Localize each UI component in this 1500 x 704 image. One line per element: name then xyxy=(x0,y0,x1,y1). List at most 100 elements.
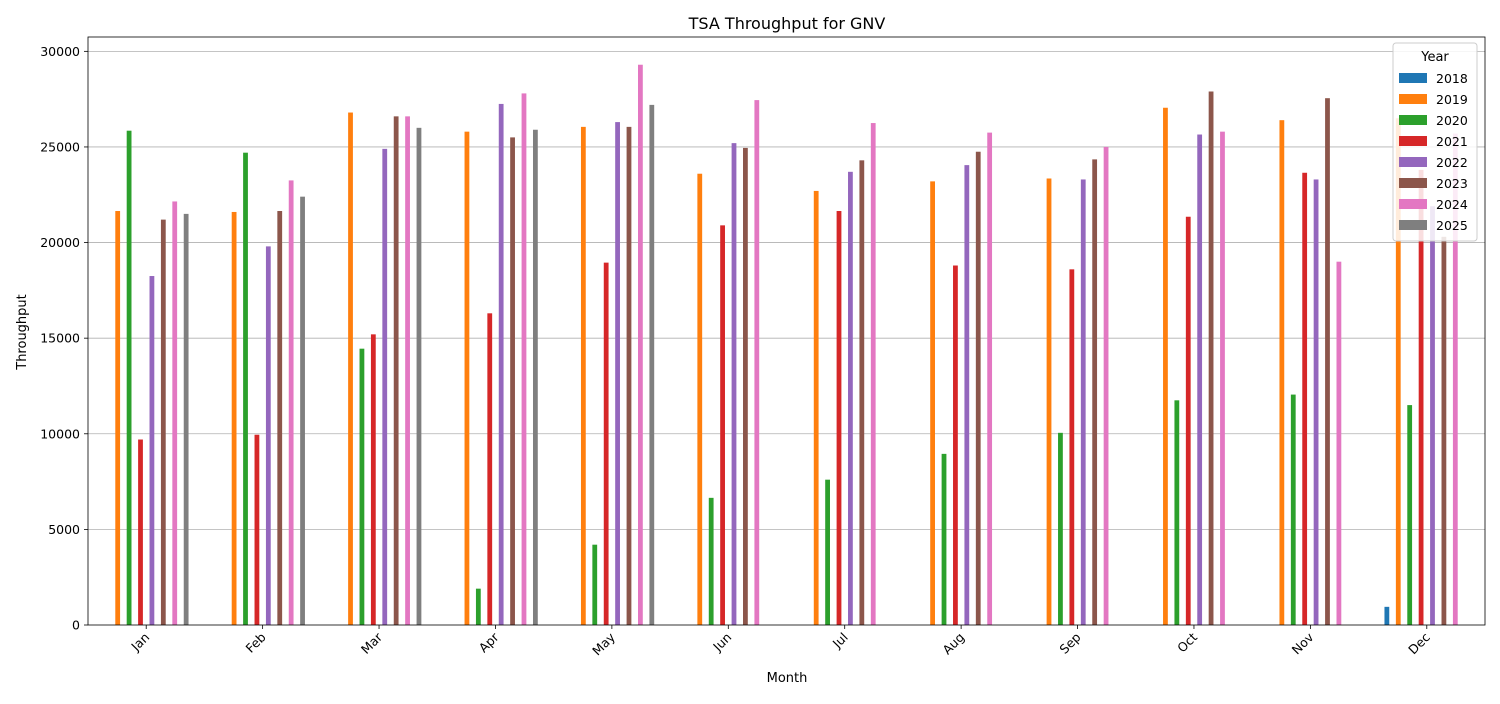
y-tick-label: 5000 xyxy=(48,522,80,537)
bar-2019-apr xyxy=(464,131,470,625)
bar-2024-jan xyxy=(172,201,178,625)
legend-title: Year xyxy=(1420,50,1449,65)
legend-item-2025[interactable]: 2025 xyxy=(1399,218,1468,233)
legend-item-2022[interactable]: 2022 xyxy=(1399,155,1468,170)
bar-2020-mar xyxy=(359,348,365,625)
bar-2024-oct xyxy=(1220,131,1225,625)
bar-2022-may xyxy=(615,122,620,625)
bar-2023-jun xyxy=(743,147,748,625)
bar-2020-jul xyxy=(825,479,830,625)
x-tick-label: Oct xyxy=(1174,629,1200,655)
bar-2020-aug xyxy=(941,453,947,625)
x-tick-label: Jun xyxy=(709,630,734,655)
legend-item-2024[interactable]: 2024 xyxy=(1399,197,1468,212)
bar-2022-sep xyxy=(1080,179,1086,625)
legend[interactable]: Year 2018 2019 2020 2021 2022 2023 2024 2025 xyxy=(1392,42,1478,242)
chart-title: TSA Throughput for GNV xyxy=(688,14,886,33)
x-tick-label: Aug xyxy=(939,630,967,658)
x-tick-label: May xyxy=(589,629,618,658)
bar-2024-jul xyxy=(870,123,876,626)
legend-item-2023[interactable]: 2023 xyxy=(1399,176,1468,191)
bar-2023-oct xyxy=(1208,91,1214,625)
legend-item-2021[interactable]: 2021 xyxy=(1399,134,1468,149)
bar-2024-sep xyxy=(1103,146,1109,625)
legend-label: 2023 xyxy=(1436,176,1468,191)
legend-item-2018[interactable]: 2018 xyxy=(1399,71,1468,86)
bar-2024-apr xyxy=(521,93,527,625)
bar-2023-apr xyxy=(510,137,515,625)
gridlines xyxy=(88,50,1485,530)
bar-2023-may xyxy=(626,126,632,625)
bar-2019-jul xyxy=(813,190,819,625)
bar-2018-dec xyxy=(1384,606,1390,625)
bar-2024-aug xyxy=(987,132,993,626)
x-tick-label: Nov xyxy=(1289,629,1317,657)
bar-2020-may xyxy=(592,544,598,625)
x-tick-label: Jul xyxy=(829,630,851,652)
legend-label: 2019 xyxy=(1436,92,1468,107)
legend-label: 2025 xyxy=(1436,218,1468,233)
bar-2021-jul xyxy=(836,211,842,625)
bar-2023-aug xyxy=(975,151,981,626)
bar-2023-dec xyxy=(1441,236,1447,625)
y-tick-label: 30000 xyxy=(40,44,80,59)
x-tick-label: Mar xyxy=(358,629,386,657)
bar-2023-sep xyxy=(1092,159,1098,625)
bar-2020-oct xyxy=(1174,400,1180,625)
bar-2021-feb xyxy=(254,434,260,625)
bar-2019-jun xyxy=(697,173,703,625)
bar-2020-nov xyxy=(1290,394,1296,625)
bar-2022-mar xyxy=(382,148,388,626)
bar-2020-jun xyxy=(708,497,714,625)
legend-swatch xyxy=(1399,94,1427,104)
bar-2023-jul xyxy=(859,160,865,625)
bar-2021-sep xyxy=(1069,269,1075,625)
bar-2021-jan xyxy=(138,439,143,625)
bar-2022-jul xyxy=(848,171,853,625)
x-tick-label: Sep xyxy=(1056,629,1083,656)
x-axis-label: Month xyxy=(767,671,808,686)
bar-2021-jun xyxy=(720,225,725,625)
y-axis-label: Throughput xyxy=(15,294,30,371)
bar-2022-oct xyxy=(1197,134,1203,625)
bar-2025-mar xyxy=(416,127,422,625)
x-tick-label: Apr xyxy=(476,629,503,656)
legend-item-2019[interactable]: 2019 xyxy=(1399,92,1468,107)
bar-2023-feb xyxy=(277,211,283,625)
bar-2019-mar xyxy=(348,112,353,625)
bar-2022-dec xyxy=(1430,206,1435,626)
bar-2024-dec xyxy=(1452,133,1458,625)
plot-frame xyxy=(87,36,1486,626)
bar-2024-nov xyxy=(1336,261,1342,625)
legend-label: 2018 xyxy=(1436,71,1468,86)
bar-2021-aug xyxy=(953,265,958,625)
bar-2024-mar xyxy=(405,116,410,626)
legend-item-2020[interactable]: 2020 xyxy=(1399,113,1468,128)
bar-2023-jan xyxy=(160,219,166,626)
bar-2021-may xyxy=(603,262,609,625)
legend-label: 2021 xyxy=(1436,134,1468,149)
bar-2023-nov xyxy=(1325,98,1330,625)
y-tick-label: 10000 xyxy=(40,426,80,441)
bar-2024-jun xyxy=(754,100,760,626)
bar-2019-feb xyxy=(231,211,237,625)
legend-swatch xyxy=(1399,157,1427,167)
legend-frame xyxy=(1392,42,1478,242)
x-tick-label: Feb xyxy=(242,629,268,655)
bars xyxy=(115,64,1458,626)
bar-2024-may xyxy=(638,64,643,626)
bar-2021-nov xyxy=(1302,172,1308,625)
x-tick-label: Jan xyxy=(127,630,152,655)
legend-label: 2022 xyxy=(1436,155,1468,170)
bar-2023-mar xyxy=(393,116,399,626)
bar-2021-apr xyxy=(487,313,493,625)
bar-2021-mar xyxy=(370,334,376,625)
bar-2025-jan xyxy=(183,213,189,625)
legend-swatch xyxy=(1399,220,1427,230)
bar-2025-apr xyxy=(532,129,538,626)
bar-2025-feb xyxy=(300,196,305,626)
legend-swatch xyxy=(1399,115,1427,125)
bar-2020-dec xyxy=(1407,405,1413,625)
bar-2020-jan xyxy=(126,130,132,625)
